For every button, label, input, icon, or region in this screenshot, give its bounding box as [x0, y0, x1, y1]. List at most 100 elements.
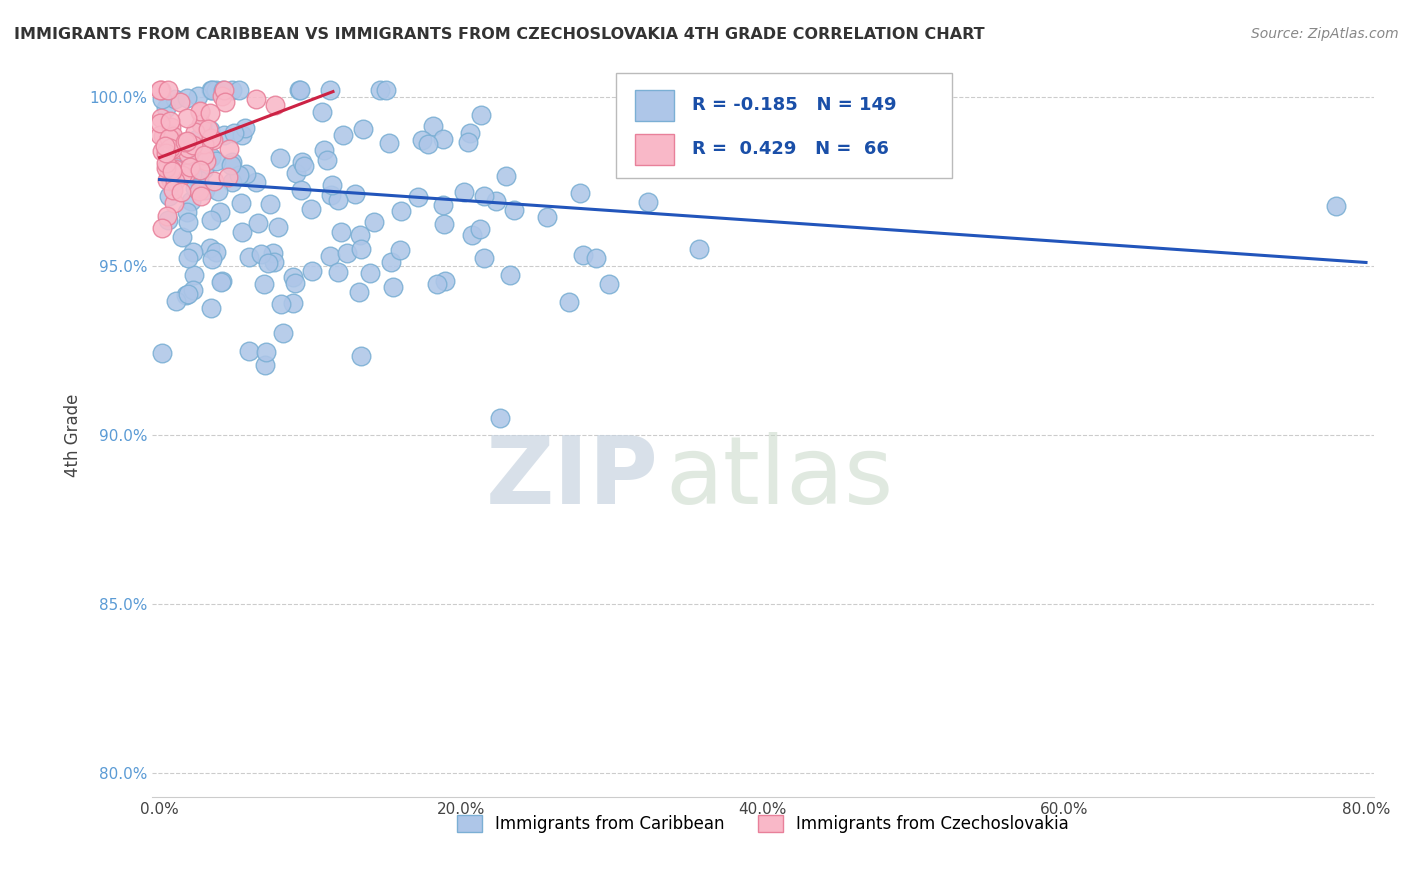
- Point: [205, 83, 228, 97]
- Point: [461, 228, 484, 243]
- Point: [359, 266, 381, 280]
- Point: [181, 283, 204, 297]
- Point: [184, 181, 207, 195]
- Point: [321, 178, 343, 192]
- Point: [267, 220, 290, 235]
- Point: [352, 122, 374, 136]
- Point: [176, 91, 198, 105]
- Point: [328, 265, 350, 279]
- Point: [176, 286, 198, 301]
- Text: IMMIGRANTS FROM CARIBBEAN VS IMMIGRANTS FROM CZECHOSLOVAKIA 4TH GRADE CORRELATIO: IMMIGRANTS FROM CARIBBEAN VS IMMIGRANTS …: [14, 27, 984, 42]
- Point: [202, 174, 225, 188]
- Point: [231, 128, 253, 143]
- Point: [183, 268, 205, 282]
- Point: [174, 166, 197, 180]
- Point: [433, 217, 456, 231]
- Text: R = -0.185   N = 149: R = -0.185 N = 149: [692, 96, 897, 114]
- Point: [269, 151, 291, 165]
- Point: [157, 131, 180, 145]
- Point: [188, 184, 211, 198]
- Point: [350, 242, 373, 256]
- Point: [190, 189, 212, 203]
- Point: [569, 186, 592, 201]
- Point: [193, 183, 215, 197]
- Point: [160, 162, 183, 177]
- Point: [181, 167, 204, 181]
- Point: [207, 184, 229, 198]
- Point: [159, 114, 181, 128]
- Point: [350, 349, 373, 363]
- Point: [155, 146, 177, 161]
- Point: [156, 144, 179, 158]
- Point: [363, 215, 385, 229]
- Point: [150, 92, 173, 106]
- Point: [489, 411, 512, 425]
- Point: [344, 186, 367, 201]
- Point: [432, 198, 454, 212]
- Point: [228, 83, 250, 97]
- Point: [186, 131, 208, 145]
- Point: [162, 183, 184, 197]
- Point: [470, 108, 492, 122]
- Point: [187, 161, 209, 176]
- Point: [194, 153, 217, 168]
- Point: [283, 295, 305, 310]
- Point: [160, 142, 183, 156]
- Point: [172, 230, 194, 244]
- Point: [200, 252, 222, 266]
- Point: [245, 92, 267, 106]
- Y-axis label: 4th Grade: 4th Grade: [65, 393, 82, 476]
- Point: [422, 119, 444, 133]
- Point: [160, 120, 183, 134]
- Point: [149, 111, 172, 125]
- Point: [156, 160, 179, 174]
- Point: [155, 138, 177, 153]
- Point: [259, 197, 281, 211]
- Point: [169, 185, 191, 199]
- Point: [235, 167, 257, 181]
- Point: [193, 136, 215, 151]
- Point: [177, 215, 200, 229]
- Point: [246, 216, 269, 230]
- Point: [315, 153, 337, 168]
- Point: [311, 105, 333, 120]
- Point: [200, 213, 222, 227]
- Point: [177, 151, 200, 165]
- Point: [536, 210, 558, 224]
- Point: [179, 160, 201, 174]
- Text: ZIP: ZIP: [486, 433, 659, 524]
- Point: [389, 203, 412, 218]
- Point: [291, 155, 314, 169]
- Point: [290, 183, 312, 197]
- Point: [468, 222, 491, 236]
- Point: [159, 131, 181, 145]
- Point: [155, 155, 177, 169]
- Point: [149, 116, 172, 130]
- Point: [301, 264, 323, 278]
- Point: [262, 246, 284, 260]
- Point: [572, 248, 595, 262]
- Point: [328, 193, 350, 207]
- Point: [156, 83, 179, 97]
- Point: [188, 173, 211, 187]
- Point: [221, 83, 243, 97]
- Point: [209, 204, 232, 219]
- Point: [150, 144, 173, 158]
- Point: [460, 126, 482, 140]
- Point: [163, 174, 186, 188]
- FancyBboxPatch shape: [616, 73, 952, 178]
- Point: [221, 154, 243, 169]
- Point: [416, 137, 439, 152]
- Point: [433, 275, 456, 289]
- Point: [432, 132, 454, 146]
- Point: [228, 169, 250, 183]
- Point: [176, 135, 198, 149]
- Point: [157, 169, 180, 184]
- Point: [263, 97, 285, 112]
- Point: [166, 136, 188, 150]
- Point: [149, 83, 172, 97]
- Point: [176, 205, 198, 219]
- Point: [205, 154, 228, 169]
- Point: [162, 129, 184, 144]
- Point: [188, 103, 211, 118]
